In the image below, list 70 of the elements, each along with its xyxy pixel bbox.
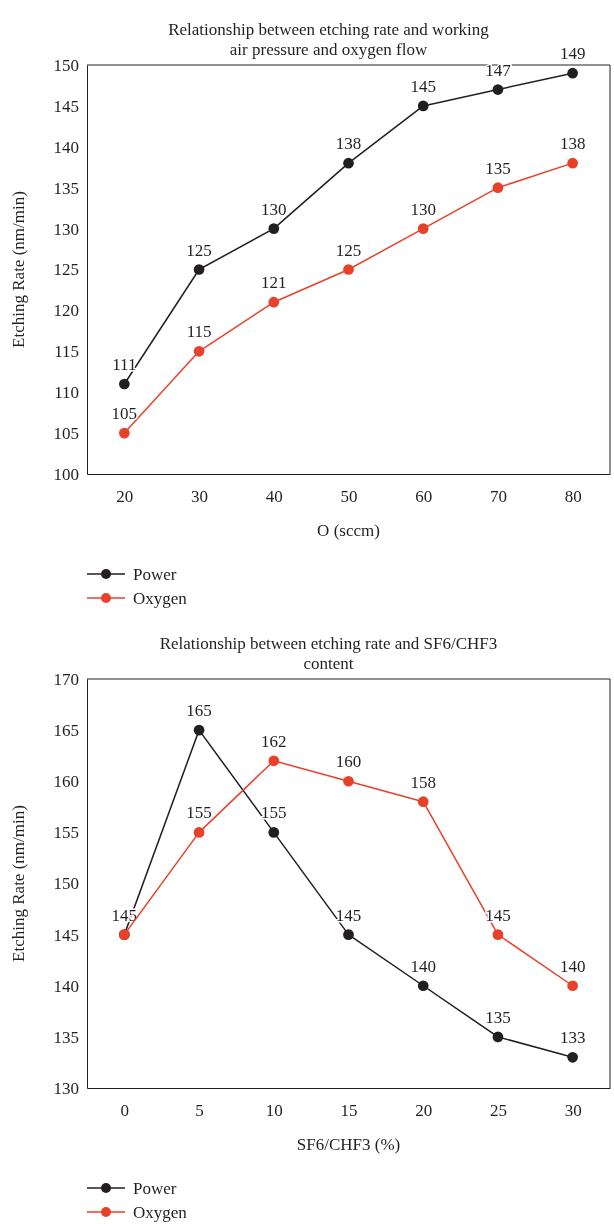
y-tick-label: 135 — [53, 1027, 79, 1047]
x-axis-title: SF6/CHF3 (%) — [296, 1135, 401, 1154]
data-label: 140 — [410, 956, 436, 976]
x-tick-label: 80 — [564, 487, 582, 507]
y-tick-label: 135 — [53, 178, 79, 198]
x-tick-label: 5 — [195, 1101, 204, 1121]
chart-title: Relationship between etching rate and SF6/CHF3 content — [159, 634, 498, 673]
data-label: 130 — [410, 199, 436, 219]
legend-label: Oxygen — [133, 1203, 188, 1222]
y-axis-title: Etching Rate (nm/min) — [9, 191, 28, 348]
data-label: 121 — [261, 273, 287, 293]
y-tick-label: 150 — [53, 55, 79, 75]
x-tick-label: 20 — [116, 487, 134, 507]
y-tick-label: 140 — [53, 976, 79, 996]
y-tick-label: 170 — [53, 669, 79, 689]
data-label: 162 — [261, 731, 287, 751]
data-label: 135 — [485, 158, 511, 178]
y-tick-label: 160 — [53, 772, 79, 792]
data-label: 125 — [186, 240, 212, 260]
x-tick-label: 70 — [489, 487, 507, 507]
chart-title: Relationship between etching rate and working air pressure and oxygen flow — [168, 20, 490, 59]
data-label: 105 — [111, 404, 138, 424]
y-tick-label: 140 — [53, 137, 79, 157]
data-label: 145 — [335, 905, 362, 925]
data-label: 145 — [485, 905, 511, 925]
x-tick-label: 30 — [191, 487, 209, 507]
data-label: 140 — [559, 956, 586, 976]
x-axis-title: O (sccm) — [317, 521, 380, 540]
x-tick-label: 25 — [489, 1101, 507, 1121]
data-label: 130 — [261, 199, 287, 219]
y-tick-label: 145 — [53, 96, 79, 116]
y-tick-label: 105 — [53, 424, 79, 444]
data-label: 115 — [186, 322, 212, 342]
legend-label: Power — [133, 1179, 177, 1198]
y-tick-label: 100 — [53, 464, 79, 484]
y-axis-title: Etching Rate (nm/min) — [9, 805, 28, 962]
y-tick-label: 125 — [53, 260, 79, 280]
data-label: 145 — [410, 76, 436, 96]
x-tick-label: 15 — [340, 1101, 358, 1121]
data-label: 165 — [186, 701, 212, 721]
y-tick-label: 130 — [53, 219, 79, 239]
x-tick-label: 10 — [265, 1101, 283, 1121]
data-label: 133 — [559, 1028, 586, 1048]
x-tick-label: 30 — [564, 1101, 582, 1121]
y-tick-label: 120 — [53, 301, 79, 321]
y-tick-label: 115 — [54, 342, 79, 362]
x-tick-label: 60 — [415, 487, 433, 507]
x-tick-label: 20 — [415, 1101, 433, 1121]
data-label: 155 — [261, 803, 287, 823]
legend-label: Oxygen — [133, 589, 188, 608]
data-label: 155 — [186, 803, 212, 823]
data-label: 160 — [335, 752, 362, 772]
data-label: 138 — [559, 134, 586, 154]
x-tick-label: 50 — [340, 487, 358, 507]
y-tick-label: 165 — [53, 721, 79, 741]
y-tick-label: 130 — [53, 1078, 79, 1098]
y-tick-label: 155 — [53, 823, 79, 843]
y-tick-label: 145 — [53, 925, 79, 945]
data-label: 149 — [559, 44, 586, 64]
data-label: 125 — [335, 240, 362, 260]
data-label: 111 — [112, 355, 137, 375]
legend-label: Power — [133, 565, 177, 584]
x-tick-label: 40 — [265, 487, 283, 507]
x-tick-label: 0 — [120, 1101, 130, 1121]
data-label: 138 — [335, 134, 362, 154]
data-label: 135 — [485, 1007, 511, 1027]
y-tick-label: 110 — [54, 383, 79, 403]
data-label: 147 — [485, 60, 512, 80]
y-tick-label: 150 — [53, 874, 79, 894]
data-label: 158 — [410, 772, 436, 792]
